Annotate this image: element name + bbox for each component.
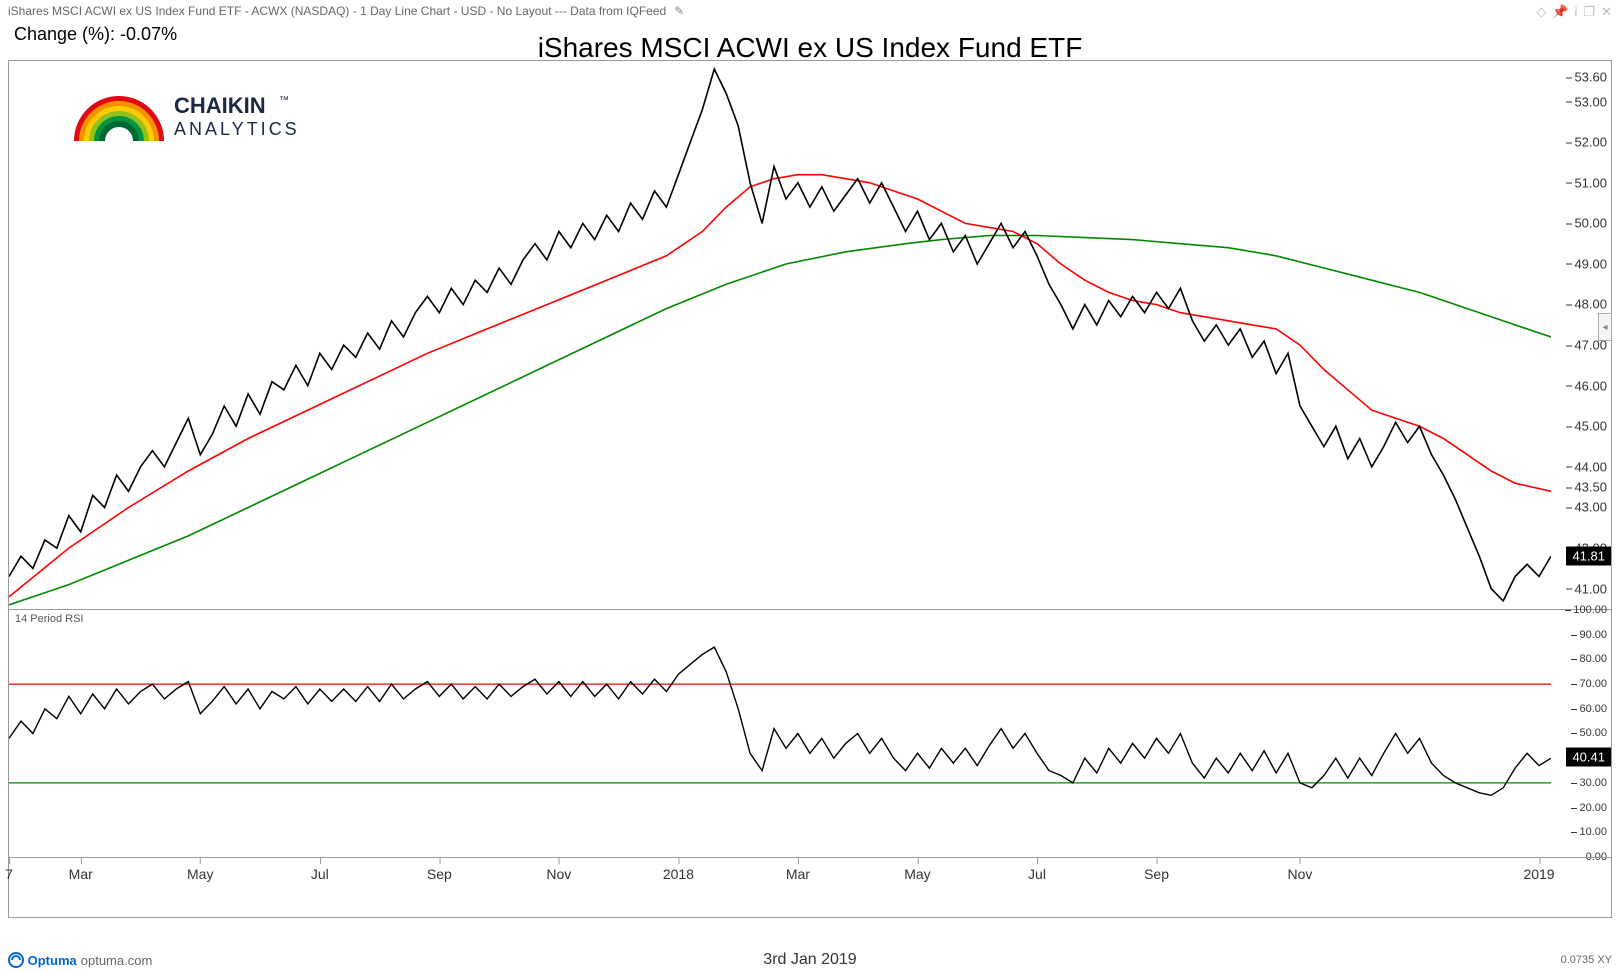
price-y-tick: 50.00	[1574, 216, 1607, 231]
chaikin-logo: CHAIKIN ™ ANALYTICS	[69, 81, 329, 156]
expand-handle[interactable]: ◂	[1598, 313, 1612, 341]
rsi-y-tick: 100.00	[1573, 604, 1607, 616]
window-controls: ◇ 📌 i ❐ ✕	[1536, 4, 1612, 20]
footer-scale: 0.0735 XY	[1561, 954, 1612, 966]
footer-url[interactable]: optuma.com	[81, 953, 153, 968]
footer-date: 3rd Jan 2019	[763, 951, 856, 969]
x-tick: May	[187, 866, 213, 882]
price-y-tick: 51.00	[1574, 175, 1607, 190]
rsi-y-tick: 50.00	[1579, 727, 1607, 739]
price-y-tick: 41.00	[1574, 581, 1607, 596]
x-tick: 2018	[663, 866, 694, 882]
close-icon[interactable]: ✕	[1601, 4, 1612, 20]
price-y-tick: 48.00	[1574, 297, 1607, 312]
x-tick: May	[904, 866, 930, 882]
optuma-logo[interactable]: Optuma	[8, 952, 77, 968]
footer: Optuma optuma.com 3rd Jan 2019 0.0735 XY	[0, 948, 1620, 972]
rsi-y-tick: 70.00	[1579, 678, 1607, 690]
info-icon[interactable]: i	[1575, 4, 1578, 20]
price-y-tick: 52.00	[1574, 135, 1607, 150]
x-axis-panel[interactable]: 7MarMayJulSepNov2018MarMayJulSepNov2019	[9, 857, 1611, 917]
edit-icon[interactable]: ✎	[674, 4, 684, 18]
price-current-badge: 41.81	[1566, 546, 1611, 565]
rsi-y-tick: 60.00	[1579, 703, 1607, 715]
x-tick: Jul	[1028, 866, 1046, 882]
price-y-tick: 45.00	[1574, 419, 1607, 434]
rsi-y-tick: 30.00	[1579, 777, 1607, 789]
rsi-y-tick: 10.00	[1579, 826, 1607, 838]
rsi-y-tick: 20.00	[1579, 802, 1607, 814]
chart-description: iShares MSCI ACWI ex US Index Fund ETF -…	[8, 4, 666, 18]
rsi-chart-svg	[9, 610, 1551, 857]
x-tick: 2019	[1523, 866, 1554, 882]
x-tick: Sep	[427, 866, 452, 882]
svg-text:CHAIKIN: CHAIKIN	[174, 93, 266, 118]
pin-icon[interactable]: 📌	[1552, 4, 1568, 20]
price-y-tick: 43.50	[1574, 480, 1607, 495]
x-tick: Mar	[69, 866, 93, 882]
x-tick: 7	[5, 866, 13, 882]
rsi-label: 14 Period RSI	[15, 613, 83, 625]
x-tick: Nov	[546, 866, 571, 882]
price-y-tick: 53.60	[1574, 70, 1607, 85]
rsi-y-tick: 80.00	[1579, 653, 1607, 665]
price-y-tick: 53.00	[1574, 94, 1607, 109]
window-icon[interactable]: ❐	[1583, 4, 1595, 20]
rsi-y-tick: 90.00	[1579, 629, 1607, 641]
chart-container: CHAIKIN ™ ANALYTICS 41.0041.8142.0043.00…	[8, 60, 1612, 918]
x-tick: Mar	[786, 866, 810, 882]
price-y-tick: 49.00	[1574, 256, 1607, 271]
price-y-tick: 44.00	[1574, 459, 1607, 474]
x-tick: Sep	[1144, 866, 1169, 882]
price-panel[interactable]: CHAIKIN ™ ANALYTICS 41.0041.8142.0043.00…	[9, 61, 1611, 609]
x-tick: Jul	[311, 866, 329, 882]
price-y-tick: 46.00	[1574, 378, 1607, 393]
x-tick: Nov	[1288, 866, 1313, 882]
rsi-y-axis: 0.0010.0020.0030.0040.0050.0060.0070.008…	[1551, 610, 1611, 857]
rsi-current-badge: 40.41	[1566, 748, 1611, 767]
svg-text:™: ™	[279, 95, 289, 106]
chart-header: iShares MSCI ACWI ex US Index Fund ETF -…	[0, 0, 1620, 22]
diamond-icon[interactable]: ◇	[1536, 4, 1546, 20]
price-y-tick: 43.00	[1574, 500, 1607, 515]
rsi-panel[interactable]: 14 Period RSI 0.0010.0020.0030.0040.0050…	[9, 609, 1611, 857]
svg-text:ANALYTICS: ANALYTICS	[174, 119, 300, 139]
